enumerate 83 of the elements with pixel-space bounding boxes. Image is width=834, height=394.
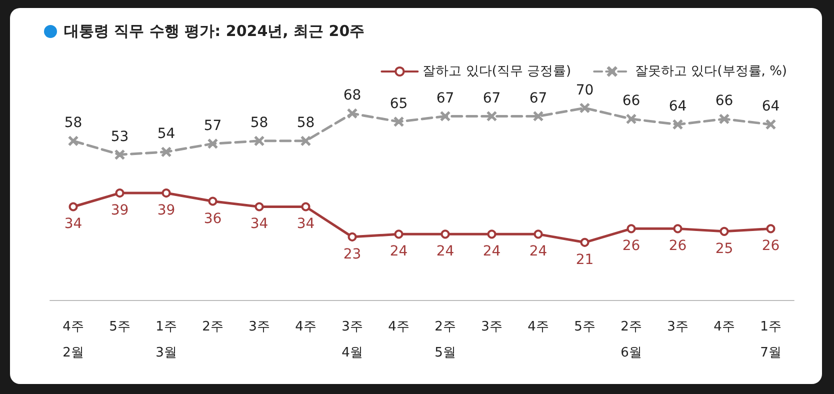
data-label: 67 [436,90,454,106]
data-label: 24 [390,244,408,260]
point [301,136,310,146]
point [348,232,357,242]
data-label: 36 [204,210,222,227]
data-label: 54 [157,126,176,142]
data-label: 67 [482,90,501,106]
point [440,111,450,121]
point [673,224,682,234]
data-label: 24 [436,244,454,260]
data-label: 64 [668,98,687,115]
data-label: 26 [668,238,687,254]
x-tick-label: 2주 6월 [620,320,642,360]
point [254,136,264,146]
point [626,224,636,234]
x-tick-label: 4주 [388,320,410,334]
x-tick-label: 3주 [667,320,688,334]
data-label: 26 [622,238,640,254]
x-tick-label: 2주 5월 [434,320,456,360]
data-label: 58 [250,115,268,132]
point [301,202,310,212]
data-label: 64 [762,98,780,115]
data-label: 57 [204,118,222,134]
data-label: 39 [110,202,129,219]
data-label: 58 [296,115,315,132]
point [580,103,590,113]
point [440,230,450,239]
data-label: 34 [250,216,268,232]
data-label: 34 [296,216,315,232]
data-label: 21 [576,252,594,268]
point [348,108,357,118]
point [254,202,264,212]
point [68,136,78,146]
data-label: 26 [762,238,780,254]
legend-label: 잘못하고 있다(부정률, %) [635,64,788,79]
data-label: 67 [529,90,548,106]
x-tick-label: 4주 2월 [62,320,84,360]
x-tick-label: 1주 7월 [760,320,782,360]
x-tick-label: 4주 [714,320,735,334]
point [394,116,404,126]
chart-title: 대통령 직무 수행 평가: 2024년, 최근 20주 [64,22,365,41]
point [162,188,171,198]
point [766,120,776,130]
point [626,114,636,124]
point [580,238,590,247]
point [534,111,543,121]
data-label: 66 [715,93,734,110]
data-label: 70 [576,82,594,98]
data-label: 68 [343,88,362,104]
data-label: 66 [622,93,640,110]
point [68,202,78,212]
x-tick-label: 4주 [528,320,549,334]
point [487,111,496,121]
data-label: 25 [715,240,734,257]
point [162,147,171,157]
point [487,230,496,239]
point [394,230,404,239]
data-label: 24 [529,244,548,260]
data-label: 24 [482,244,501,260]
x-tick-label: 4주 [295,320,316,334]
x-tick-label: 1주 3월 [156,320,177,360]
point [766,224,776,234]
x-tick-label: 2주 [202,320,224,334]
data-label: 39 [157,202,176,219]
point [115,188,124,198]
x-tick-label: 5주 [109,320,130,334]
x-tick-label: 3주 4월 [342,320,363,360]
x-tick-label: 3주 [248,320,270,334]
point [115,150,124,160]
data-label: 23 [343,246,362,262]
point [673,120,682,130]
point [720,226,729,236]
legend-label: 잘하고 있다(직무 긍정률) [422,64,572,79]
x-tick-label: 3주 [481,320,502,334]
data-label: 34 [64,216,82,232]
data-label: 53 [110,128,129,145]
point [208,138,218,148]
point [720,114,729,124]
point [208,196,218,206]
x-tick-label: 5주 [574,320,596,334]
data-label: 58 [64,115,82,132]
data-label: 65 [390,96,408,112]
point [534,230,543,239]
